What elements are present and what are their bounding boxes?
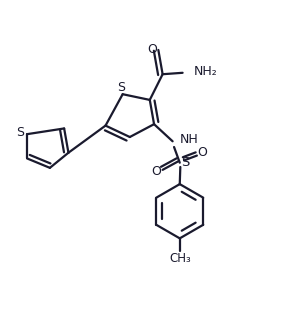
Text: O: O: [151, 165, 161, 178]
Text: S: S: [117, 81, 125, 95]
Text: NH₂: NH₂: [194, 65, 217, 78]
Text: O: O: [197, 146, 207, 159]
Text: NH: NH: [180, 133, 198, 146]
Text: S: S: [16, 126, 24, 139]
Text: S: S: [182, 156, 190, 169]
Text: CH₃: CH₃: [169, 252, 191, 265]
Text: O: O: [147, 43, 157, 56]
